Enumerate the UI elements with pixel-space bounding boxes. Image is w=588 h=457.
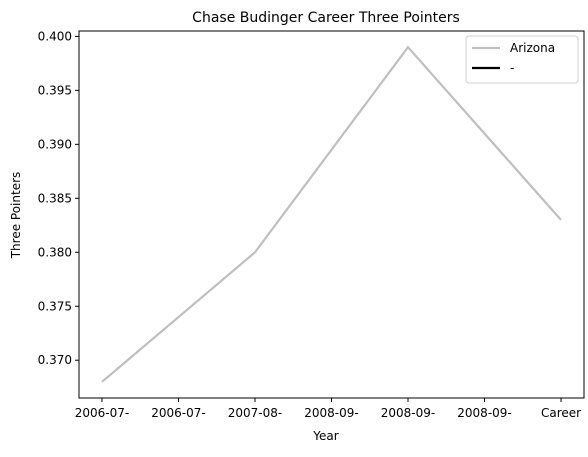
y-tick-label: 0.375 (38, 299, 72, 313)
x-tick-label: Career (541, 406, 581, 420)
y-tick-label: 0.380 (38, 245, 72, 259)
legend: Arizona - (466, 36, 578, 83)
x-tick-label: 2007-08- (228, 406, 282, 420)
x-tick-label: 2006-07- (75, 406, 129, 420)
y-tick-label: 0.395 (38, 83, 72, 97)
x-axis-label: Year (312, 429, 338, 443)
y-tick-label: 0.385 (38, 191, 72, 205)
y-tick-label: 0.390 (38, 137, 72, 151)
y-tick-label: 0.400 (38, 29, 72, 43)
x-tick-label: 2008-09- (381, 406, 435, 420)
x-tick-label: 2008-09- (304, 406, 358, 420)
legend-label: Arizona (510, 41, 555, 55)
x-tick-label: 2008-09- (457, 406, 511, 420)
chart-title: Chase Budinger Career Three Pointers (192, 10, 460, 26)
y-axis-label: Three Pointers (9, 172, 23, 260)
legend-label: - (510, 61, 514, 75)
x-tick-label: 2006-07- (151, 406, 205, 420)
y-tick-label: 0.370 (38, 353, 72, 367)
